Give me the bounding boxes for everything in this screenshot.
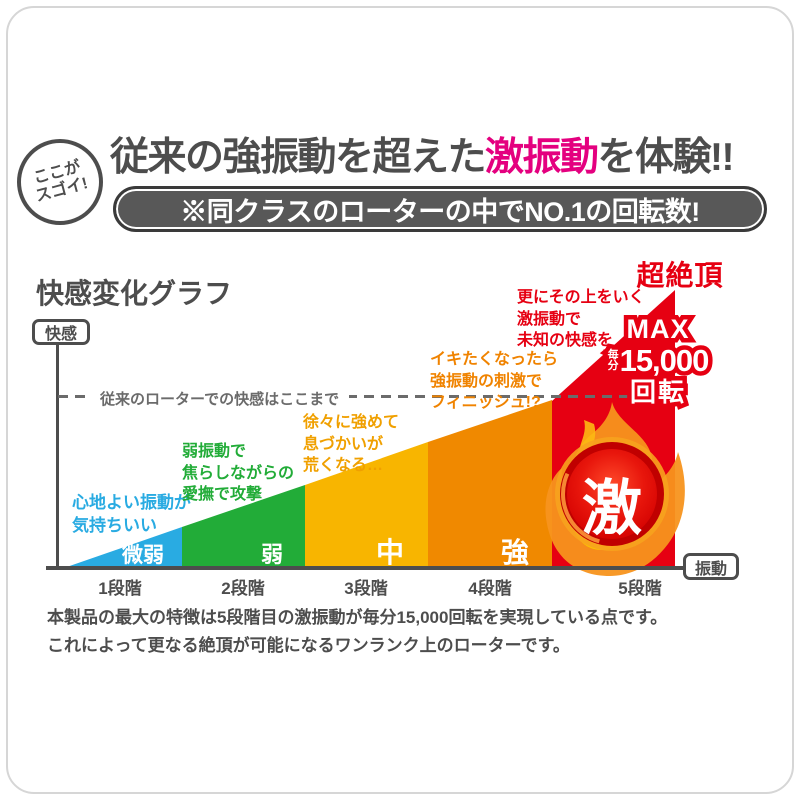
footer-description: 本製品の最大の特徴は5段階目の激振動が毎分15,000回転を実現している点です。…: [47, 604, 767, 659]
max-label: MAX: [626, 314, 690, 344]
headline-highlight: 激振動: [485, 136, 599, 179]
peak-label: 超絶頂: [636, 260, 724, 291]
x-tick-3: 3段階: [344, 579, 388, 598]
annotation-stage-2: 弱振動で 焦らしながらの 愛撫で攻撃: [182, 443, 295, 504]
x-axis-label-box: 振動: [683, 553, 739, 580]
geki-circle: [555, 437, 669, 551]
threshold-label: 従来のローターでの快感はここまで: [90, 388, 350, 409]
x-tick-4: 4段階: [468, 579, 512, 598]
x-tick-1: 1段階: [98, 579, 142, 598]
headline: 従来の強振動を超えた激振動を体験!!: [110, 126, 780, 182]
sub-banner: ※同クラスのローターの中でNO.1の回転数!: [113, 186, 767, 232]
sub-banner-label: ※同クラスのローターの中でNO.1の回転数!: [180, 196, 700, 227]
x-tick-2: 2段階: [221, 579, 265, 598]
highlight-badge: ここが スゴイ!: [17, 139, 103, 225]
stage-name-2: 弱: [260, 542, 283, 567]
threshold-dashed-line: [58, 395, 685, 398]
y-axis-label-box: 快感: [32, 319, 90, 345]
headline-post: を体験!!: [597, 136, 735, 179]
max-label-outline: MAX: [622, 311, 693, 347]
footer-line-2: これによって更なる絶頂が可能になるワンランク上のローターです。: [47, 635, 570, 655]
max-unit: 毎分: [607, 348, 619, 372]
wedge-stage-2: [182, 485, 305, 570]
chart-title: 快感変化グラフ: [36, 278, 233, 309]
stage-name-4: 強: [500, 537, 529, 568]
wedge-stage-3: [305, 442, 428, 570]
max-badge-outline: MAX 毎分 15,000 回転: [596, 311, 720, 410]
max-rotation: 回転: [629, 377, 686, 407]
max-badge-text: MAX 毎分 15,000 回転: [596, 314, 720, 407]
x-axis-label: 振動: [694, 560, 727, 578]
stage-name-5-geki: 激: [582, 475, 642, 542]
y-axis-line: [56, 343, 59, 570]
annotation-stage-3: 徐々に強めて 息づかいが 荒くなる…: [303, 414, 400, 475]
highlight-badge-label: ここが スゴイ!: [32, 158, 91, 206]
stage-name-1: 微弱: [122, 544, 164, 567]
wedge-stage-4: [428, 400, 552, 570]
max-value: 15,000: [619, 343, 710, 378]
stage-name-3: 中: [375, 537, 404, 568]
max-value-outline: 15,000: [615, 341, 714, 381]
x-axis-line: [46, 566, 692, 570]
footer-line-1: 本製品の最大の特徴は5段階目の激振動が毎分15,000回転を実現している点です。: [47, 608, 668, 627]
annotation-stage-1: 心地よい振動が 気持ちいい: [72, 493, 191, 535]
max-rotation-outline: 回転: [625, 375, 688, 410]
y-axis-label: 快感: [44, 326, 77, 343]
annotation-stage-5: 更にその上をいく 激振動で 未知の快感を: [517, 289, 645, 350]
wedge-stage-1: [58, 527, 182, 570]
headline-pre: 従来の強振動を超えた: [110, 136, 487, 179]
annotation-stage-4: イキたくなったら 強振動の刺激で フィニッシュ!?: [430, 351, 559, 412]
x-tick-5: 5段階: [618, 579, 662, 598]
max-unit-outline: 毎分: [603, 345, 623, 376]
